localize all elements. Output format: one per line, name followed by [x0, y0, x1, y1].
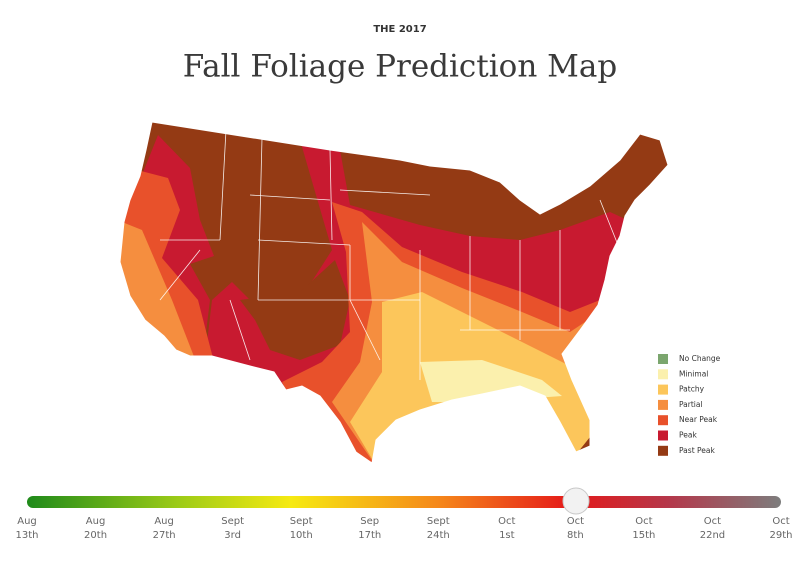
legend-swatch	[658, 399, 668, 410]
legend: No Change Minimal Patchy Partial Near Peak Pe…	[658, 354, 721, 456]
legend-swatch	[658, 415, 668, 426]
slider-day: 1st	[499, 530, 515, 541]
slider-day: 3rd	[224, 530, 241, 541]
slider-month: Aug	[86, 516, 106, 527]
slider-track[interactable]	[27, 496, 781, 508]
legend-label: Minimal	[679, 369, 708, 378]
slider-month: Aug	[17, 516, 37, 527]
title: Fall Foliage Prediction Map	[183, 49, 617, 85]
slider-month: Sep	[360, 516, 379, 527]
slider-day: 10th	[290, 530, 313, 541]
slider-month: Oct	[772, 516, 789, 527]
legend-label: Peak	[679, 431, 697, 440]
slider-day: 17th	[358, 530, 381, 541]
slider-month: Oct	[635, 516, 652, 527]
slider-day: 15th	[632, 530, 655, 541]
slider-month: Oct	[498, 516, 515, 527]
us-map	[119, 121, 669, 464]
legend-label: Patchy	[679, 385, 705, 394]
legend-swatch	[658, 354, 668, 364]
slider-day: 13th	[16, 530, 39, 541]
slider-handle[interactable]	[562, 487, 590, 515]
slider-day: 20th	[84, 530, 107, 541]
slider-month: Sept	[221, 516, 244, 527]
date-slider: Aug 13th Aug 20th Aug 27th Sept 3rd Sept 10th Sep 1…	[16, 487, 793, 541]
legend-swatch	[658, 369, 668, 380]
slider-month: Oct	[704, 516, 721, 527]
region-past-peak-sw	[240, 260, 350, 360]
legend-label: Partial	[679, 400, 703, 409]
slider-month: Sept	[290, 516, 313, 527]
legend-label: No Change	[679, 354, 721, 363]
slider-day: 29th	[770, 530, 793, 541]
state-borders	[119, 121, 669, 464]
slider-day: 8th	[567, 530, 584, 541]
slider-day: 24th	[427, 530, 450, 541]
legend-swatch	[658, 430, 668, 441]
slider-month: Oct	[567, 516, 584, 527]
legend-swatch	[658, 445, 668, 456]
slider-day: 22nd	[700, 530, 725, 541]
slider-month: Sept	[427, 516, 450, 527]
slider-month: Aug	[154, 516, 174, 527]
legend-label: Near Peak	[679, 415, 718, 424]
kicker: THE 2017	[373, 24, 426, 35]
legend-label: Past Peak	[679, 446, 715, 455]
slider-day: 27th	[153, 530, 176, 541]
legend-swatch	[658, 384, 668, 395]
